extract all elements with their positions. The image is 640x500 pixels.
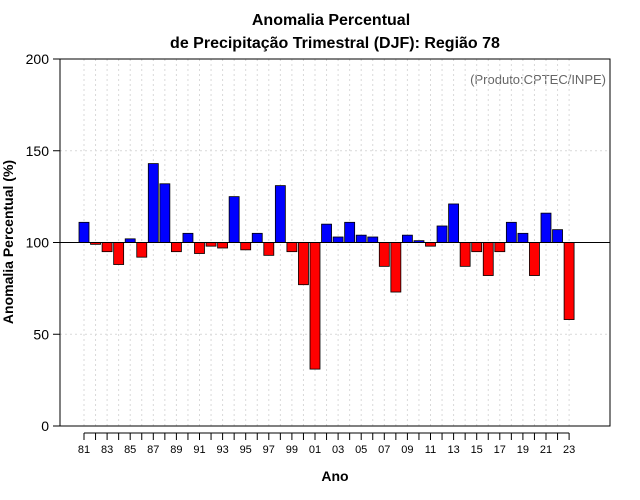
bar-2003: [332, 236, 344, 243]
bar-1988: [159, 183, 171, 243]
bar-1991: [194, 242, 205, 254]
bar-2013: [448, 203, 460, 243]
credit-text: (Produto:CPTEC/INPE): [470, 72, 606, 87]
x-tick-label: 03: [332, 444, 344, 456]
bar-2008: [390, 242, 402, 293]
x-tick-label: 15: [471, 444, 483, 456]
y-tick-label: 50: [33, 326, 49, 342]
x-tick-label: 81: [78, 444, 90, 456]
y-axis: 0 50 100 150 200: [26, 51, 60, 434]
bar-1989: [170, 242, 182, 253]
bar-2002: [321, 223, 332, 243]
x-tick-label: 97: [263, 444, 275, 456]
x-tick-label: 17: [494, 444, 506, 456]
bar-2007: [378, 242, 390, 267]
bar-1981: [78, 221, 90, 243]
x-tick-label: 93: [216, 444, 228, 456]
bar-1983: [101, 242, 113, 253]
bar-2016: [482, 242, 494, 276]
bar-1994: [228, 196, 240, 243]
bar-2001: [309, 242, 321, 370]
bar-2014: [459, 242, 471, 267]
x-tick-label: 23: [563, 444, 575, 456]
bar-2004: [344, 221, 356, 243]
chart-title-line2: de Precipitação Trimestral (DJF): Região…: [170, 35, 500, 52]
bar-1992: [205, 242, 217, 247]
y-tick-label: 0: [41, 418, 49, 434]
bar-1987: [147, 163, 159, 243]
x-tick-label: 19: [517, 444, 529, 456]
y-tick-label: 150: [26, 143, 50, 159]
bar-1996: [251, 232, 263, 243]
x-tick-label: 95: [240, 444, 252, 456]
y-axis-label: Anomalia Percentual (%): [0, 160, 16, 324]
bar-2020: [529, 242, 540, 276]
x-axis-label: Ano: [321, 468, 348, 484]
x-tick-label: 13: [447, 444, 459, 456]
bar-1998: [274, 185, 286, 243]
bar-2011: [425, 242, 436, 247]
bar-2021: [540, 212, 552, 243]
bar-1999: [286, 242, 298, 253]
x-tick-label: 99: [286, 444, 298, 456]
x-tick-label: 89: [170, 444, 182, 456]
bar-1985: [124, 238, 136, 243]
bar-2000: [298, 242, 309, 286]
bar-2006: [367, 236, 379, 243]
y-tick-label: 100: [26, 235, 50, 251]
x-tick-label: 21: [540, 444, 552, 456]
x-tick-label: 87: [147, 444, 159, 456]
bar-1986: [136, 242, 148, 258]
bar-2018: [505, 221, 517, 243]
bar-1990: [182, 232, 194, 243]
bar-2012: [436, 225, 448, 243]
bar-1997: [263, 242, 275, 256]
bar-2019: [517, 232, 529, 243]
bar-1995: [240, 242, 252, 251]
x-tick-label: 11: [425, 444, 436, 456]
x-tick-label: 09: [401, 444, 413, 456]
x-tick-label: 01: [309, 444, 321, 456]
bar-2022: [552, 229, 563, 243]
bar-2005: [355, 234, 367, 243]
bar-1993: [217, 242, 229, 249]
chart-title-line1: Anomalia Percentual: [252, 12, 410, 29]
x-tick-label: 91: [193, 444, 205, 456]
y-tick-label: 200: [26, 51, 50, 67]
x-tick-label: 85: [124, 444, 136, 456]
bar-1984: [113, 242, 125, 265]
x-axis: 81 83 85 87 89 91 93 95 97 99 01 03 05 07 09 11 13 15 17 19…: [78, 432, 575, 456]
x-tick-label: 07: [378, 444, 390, 456]
bar-2023: [563, 242, 575, 320]
bar-2017: [494, 242, 506, 253]
bar-2015: [471, 242, 483, 253]
x-tick-label: 83: [101, 444, 113, 456]
bar-2009: [401, 234, 413, 243]
x-tick-label: 05: [355, 444, 367, 456]
